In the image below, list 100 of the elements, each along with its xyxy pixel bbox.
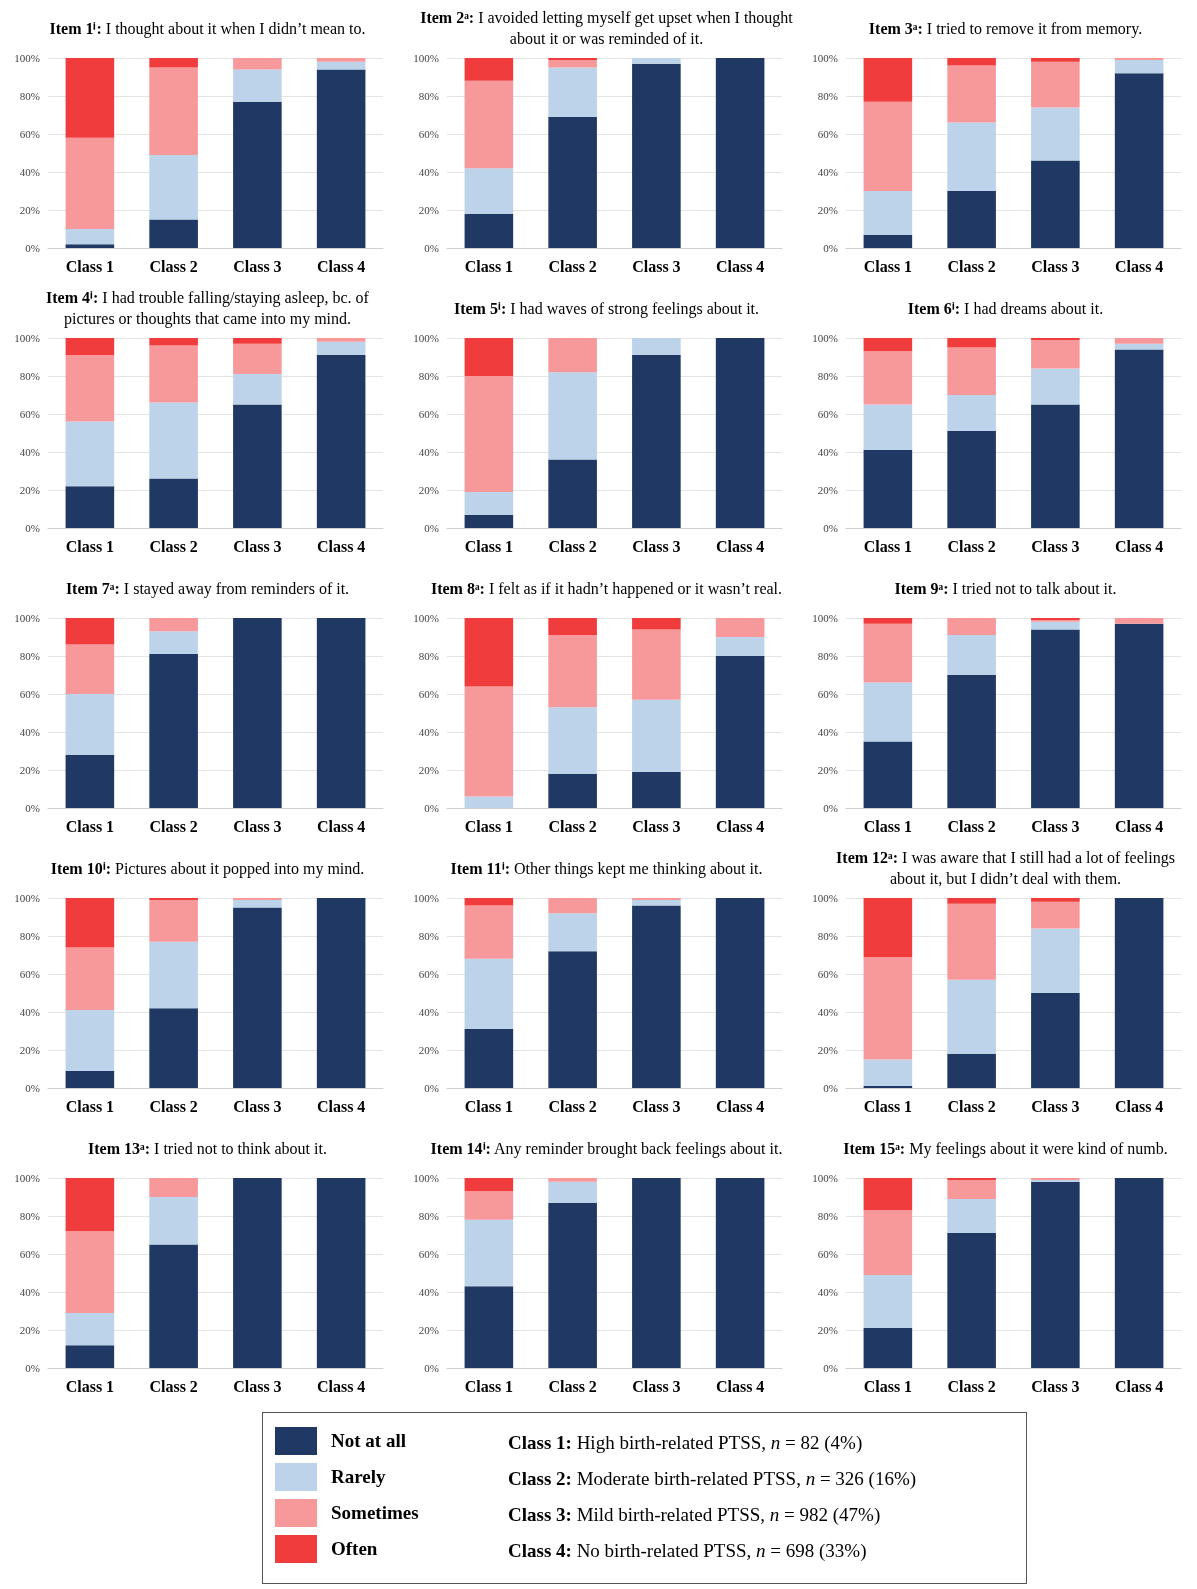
y-tick-label: 20%: [19, 204, 40, 216]
bar: [65, 1231, 115, 1313]
bar: [548, 773, 597, 808]
x-tick-label: Class 3: [1031, 817, 1080, 835]
chart-title: Item 15ᵃ: My feelings about it were kind of numb.: [843, 1138, 1168, 1159]
y-tick-label: 20%: [817, 1044, 838, 1056]
bar: [316, 618, 366, 808]
y-tick-label: 20%: [19, 1324, 40, 1336]
bar: [632, 1178, 681, 1368]
x-tick-label: Class 4: [715, 537, 765, 555]
bar: [632, 771, 681, 808]
x-tick-label: Class 1: [464, 817, 514, 835]
x-tick-label: Class 3: [1031, 257, 1080, 275]
bar: [149, 618, 198, 632]
bar: [947, 635, 996, 675]
bar: [863, 741, 913, 808]
x-tick-label: Class 2: [149, 817, 198, 835]
y-tick-label: 80%: [19, 1210, 40, 1222]
y-tick-label: 80%: [19, 930, 40, 942]
x-tick-label: Class 3: [632, 537, 681, 555]
bar: [65, 1010, 115, 1071]
y-tick-label: 60%: [19, 408, 40, 420]
bar: [464, 618, 514, 687]
y-tick-label: 80%: [418, 370, 439, 382]
bar: [1031, 1181, 1080, 1368]
bar: [1114, 618, 1164, 624]
x-tick-label: Class 3: [233, 1377, 282, 1395]
bar: [947, 65, 996, 123]
bar: [65, 644, 115, 694]
y-tick-label: 60%: [817, 688, 838, 700]
y-tick-label: 100%: [812, 892, 838, 904]
y-tick-label: 80%: [817, 370, 838, 382]
y-tick-label: 0%: [424, 802, 439, 814]
x-tick-label: Class 3: [233, 1097, 282, 1115]
bar: [233, 69, 282, 102]
bar: [1031, 368, 1080, 405]
bar: [947, 431, 996, 528]
x-tick-label: Class 2: [947, 257, 996, 275]
y-tick-label: 40%: [19, 1286, 40, 1298]
bar: [863, 450, 913, 528]
y-tick-label: 40%: [817, 166, 838, 178]
bar: [1031, 58, 1080, 62]
y-tick-label: 80%: [418, 1210, 439, 1222]
y-tick-label: 40%: [817, 726, 838, 738]
bar: [863, 618, 913, 624]
x-tick-label: Class 4: [1114, 1097, 1164, 1115]
bar: [715, 58, 765, 248]
bar: [863, 404, 913, 451]
x-tick-label: Class 4: [715, 1377, 765, 1395]
y-tick-label: 60%: [19, 128, 40, 140]
y-tick-label: 20%: [817, 484, 838, 496]
bar: [1114, 73, 1164, 248]
bar: [863, 101, 913, 191]
legend-label: Not at all: [331, 1430, 406, 1452]
bar: [863, 898, 913, 957]
bar: [464, 168, 514, 214]
y-tick-label: 80%: [817, 90, 838, 102]
bar: [715, 898, 765, 1088]
y-tick-label: 40%: [418, 446, 439, 458]
bar: [863, 682, 913, 742]
chart-title: Item 9ᵃ: I tried not to talk about it.: [894, 578, 1117, 599]
x-tick-label: Class 4: [316, 1377, 366, 1395]
bar: [464, 686, 514, 797]
y-tick-label: 20%: [418, 204, 439, 216]
chart-title: Item 13ᵃ: I tried not to think about it.: [88, 1138, 327, 1159]
chart-title: Item 6ⁱ: I had dreams about it.: [907, 298, 1104, 319]
bar: [149, 402, 198, 479]
bar: [548, 635, 597, 708]
x-tick-label: Class 2: [149, 537, 198, 555]
x-tick-label: Class 1: [65, 1377, 115, 1395]
bar: [947, 1179, 996, 1199]
chart-title: Item 3ᵃ: I tried to remove it from memory.: [868, 18, 1143, 39]
bar: [1031, 61, 1080, 108]
bar: [1031, 629, 1080, 808]
bar: [149, 345, 198, 403]
bar: [947, 1233, 996, 1368]
bar: [1031, 404, 1080, 528]
y-tick-label: 60%: [19, 688, 40, 700]
bar: [149, 219, 198, 248]
text: Class 4: No birth-related PTSS, n = 698 (33%): [508, 1540, 867, 1561]
bar: [149, 654, 198, 808]
bar: [947, 1198, 996, 1234]
bar: [233, 343, 282, 375]
x-tick-label: Class 3: [1031, 1377, 1080, 1395]
y-tick-label: 80%: [19, 650, 40, 662]
bar: [947, 903, 996, 980]
y-tick-label: 100%: [413, 332, 439, 344]
bar: [464, 338, 514, 376]
y-tick-label: 40%: [19, 166, 40, 178]
y-tick-label: 80%: [418, 930, 439, 942]
bar: [316, 355, 366, 528]
y-tick-label: 100%: [812, 332, 838, 344]
chart-title: Item 7ᵃ: I stayed away from reminders of it.: [65, 578, 350, 599]
x-tick-label: Class 1: [863, 1377, 913, 1395]
bar: [464, 1191, 514, 1220]
y-tick-label: 100%: [812, 1172, 838, 1184]
bar: [715, 618, 765, 637]
x-tick-label: Class 4: [715, 257, 765, 275]
bar: [464, 80, 514, 169]
y-tick-label: 100%: [413, 52, 439, 64]
